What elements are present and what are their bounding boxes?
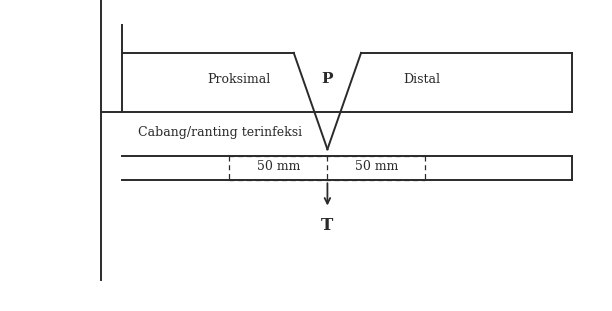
Text: Distal: Distal [404,73,441,86]
Text: T: T [321,217,334,234]
Text: P: P [322,72,333,86]
Text: 50 mm: 50 mm [355,160,398,173]
Text: Cabang/ranting terinfeksi: Cabang/ranting terinfeksi [138,126,302,139]
Text: 50 mm: 50 mm [257,160,300,173]
Text: Proksimal: Proksimal [207,73,271,86]
